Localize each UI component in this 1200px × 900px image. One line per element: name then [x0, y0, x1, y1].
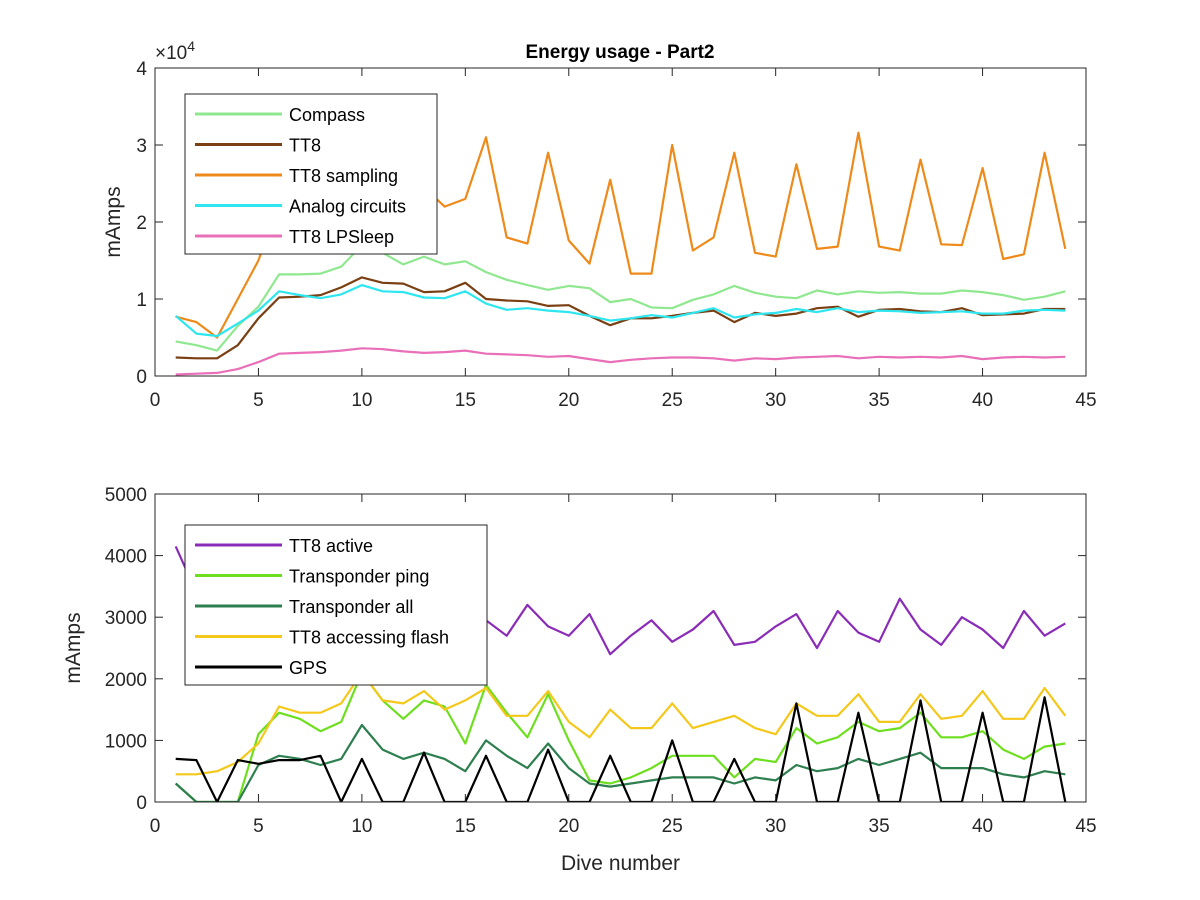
x-tick-label: 0 [150, 390, 161, 411]
x-tick-label: 40 [972, 816, 993, 837]
x-tick-label: 25 [662, 390, 683, 411]
x-tick-label: 30 [765, 390, 786, 411]
x-tick-label: 5 [253, 816, 264, 837]
y-tick-label: 2000 [105, 670, 147, 691]
legend-label-transponder-ping: Transponder ping [289, 567, 429, 587]
y-tick-label: 0 [136, 367, 147, 388]
y-tick-label: 2 [136, 213, 147, 234]
series-line-analog-circuits [174, 284, 1066, 338]
series-line-tt8-accessing-flash [175, 671, 1067, 776]
y-tick-label: 0 [136, 793, 147, 814]
legend-label-tt8: TT8 [289, 136, 321, 156]
x-tick-label: 40 [972, 390, 993, 411]
legend-label-compass: Compass [289, 105, 365, 125]
legend-label-tt8-active: TT8 active [289, 536, 373, 556]
x-tick-label: 25 [662, 816, 683, 837]
figure-title: Energy usage - Part2 [525, 42, 714, 63]
y-tick-label: 3000 [105, 608, 147, 629]
y-tick-label: 1 [136, 290, 147, 311]
x-tick-label: 5 [253, 390, 264, 411]
y-axis-label: mAmps [62, 612, 85, 683]
y-exponent-power: 4 [187, 38, 195, 54]
x-tick-label: 20 [558, 390, 579, 411]
x-tick-label: 35 [869, 816, 890, 837]
series-line-gps [175, 696, 1067, 802]
y-tick-label: 4000 [105, 547, 147, 568]
chart-bottom-energy: 0 5 10 15 20 25 30 35 40 45 0 1000 2000 3000 4000 5000 m… [62, 485, 1097, 875]
series-line-tt8 [175, 276, 1066, 360]
legend: TT8 active Transponder ping Transponder al… [184, 524, 488, 686]
x-axis-label: Dive number [561, 852, 680, 875]
y-tick-label: 4 [136, 59, 147, 80]
y-tick-label: 5000 [105, 485, 147, 506]
x-tick-label: 35 [869, 390, 890, 411]
legend-label-transponder-all: Transponder all [289, 597, 413, 617]
legend-label-tt8-sampling: TT8 sampling [289, 166, 398, 186]
axes-box [154, 493, 1087, 803]
chart-top-energy-part2: 0 5 10 15 20 25 30 35 40 4501234mAmps×104CompassT… [102, 38, 1097, 411]
legend-label-analog-circuits: Analog circuits [289, 197, 406, 217]
x-tick-label: 45 [1075, 390, 1096, 411]
legend-label-tt8-accessing-flash: TT8 accessing flash [289, 628, 449, 648]
y-tick-label: 1000 [105, 731, 147, 752]
x-tick-label: 20 [558, 816, 579, 837]
y-tick-label: 3 [136, 136, 147, 157]
x-tick-label: 10 [351, 390, 372, 411]
legend-label-tt8-lpsleep: TT8 LPSleep [289, 227, 394, 247]
series-line-compass [175, 244, 1066, 352]
series-line-tt8-lpsleep [175, 347, 1066, 376]
legend: Compass TT8 TT8 sampling Analog circuits TT8… [184, 93, 438, 255]
x-tick-label: 10 [351, 816, 372, 837]
x-tick-label: 45 [1075, 816, 1096, 837]
x-tick-label: 0 [150, 816, 161, 837]
x-tick-label: 30 [765, 816, 786, 837]
y-axis-label: mAmps [102, 186, 125, 257]
x-tick-label: 15 [455, 816, 476, 837]
x-tick-label: 15 [455, 390, 476, 411]
legend-label-gps: GPS [289, 658, 327, 678]
